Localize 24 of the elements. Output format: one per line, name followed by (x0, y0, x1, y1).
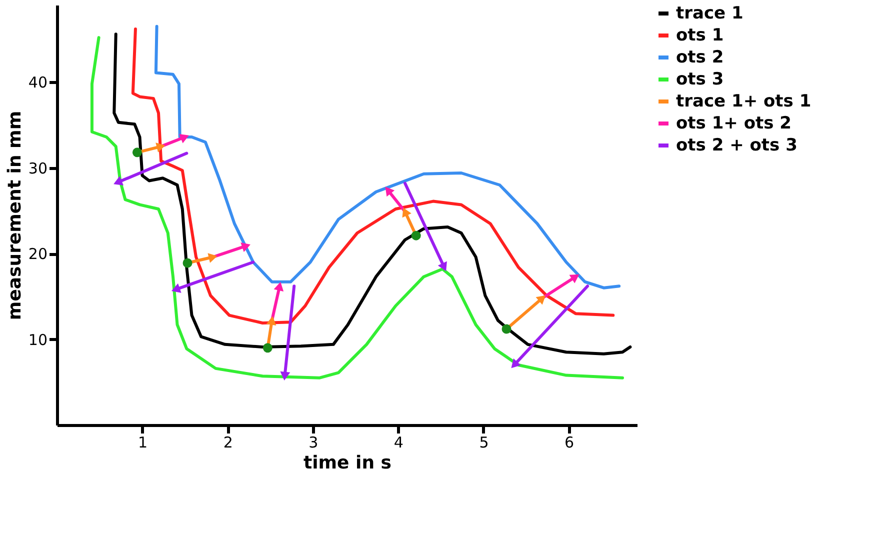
x-tick-label: 4 (394, 434, 404, 452)
y-axis-title: measurement in mm (4, 110, 26, 320)
legend-label: ots 1 (676, 26, 724, 46)
point (156, 142, 166, 152)
legend-label: ots 1+ ots 2 (676, 114, 792, 134)
y-tick-label: 30 (28, 159, 48, 178)
legend-label: trace 1+ ots 1 (676, 92, 812, 112)
point (132, 148, 142, 158)
x-tick-label: 1 (138, 434, 148, 452)
legend-label: ots 2 (676, 48, 724, 68)
x-tick-label: 5 (479, 434, 489, 452)
x-axis-title: time in s (304, 452, 392, 474)
line-series (154, 24, 621, 290)
y-tick-label: 20 (28, 245, 48, 264)
legend-label: trace 1 (676, 4, 744, 24)
legend-label: ots 2 + ots 3 (676, 136, 798, 156)
x-tick-label: 6 (564, 434, 574, 452)
point (179, 134, 189, 144)
legend-label: ots 3 (676, 70, 724, 90)
x-tick-label: 3 (308, 434, 318, 452)
y-tick-label: 10 (28, 330, 48, 349)
x-tick-label: 2 (223, 434, 233, 452)
line-series (131, 28, 615, 324)
y-tick-label: 40 (28, 74, 48, 92)
